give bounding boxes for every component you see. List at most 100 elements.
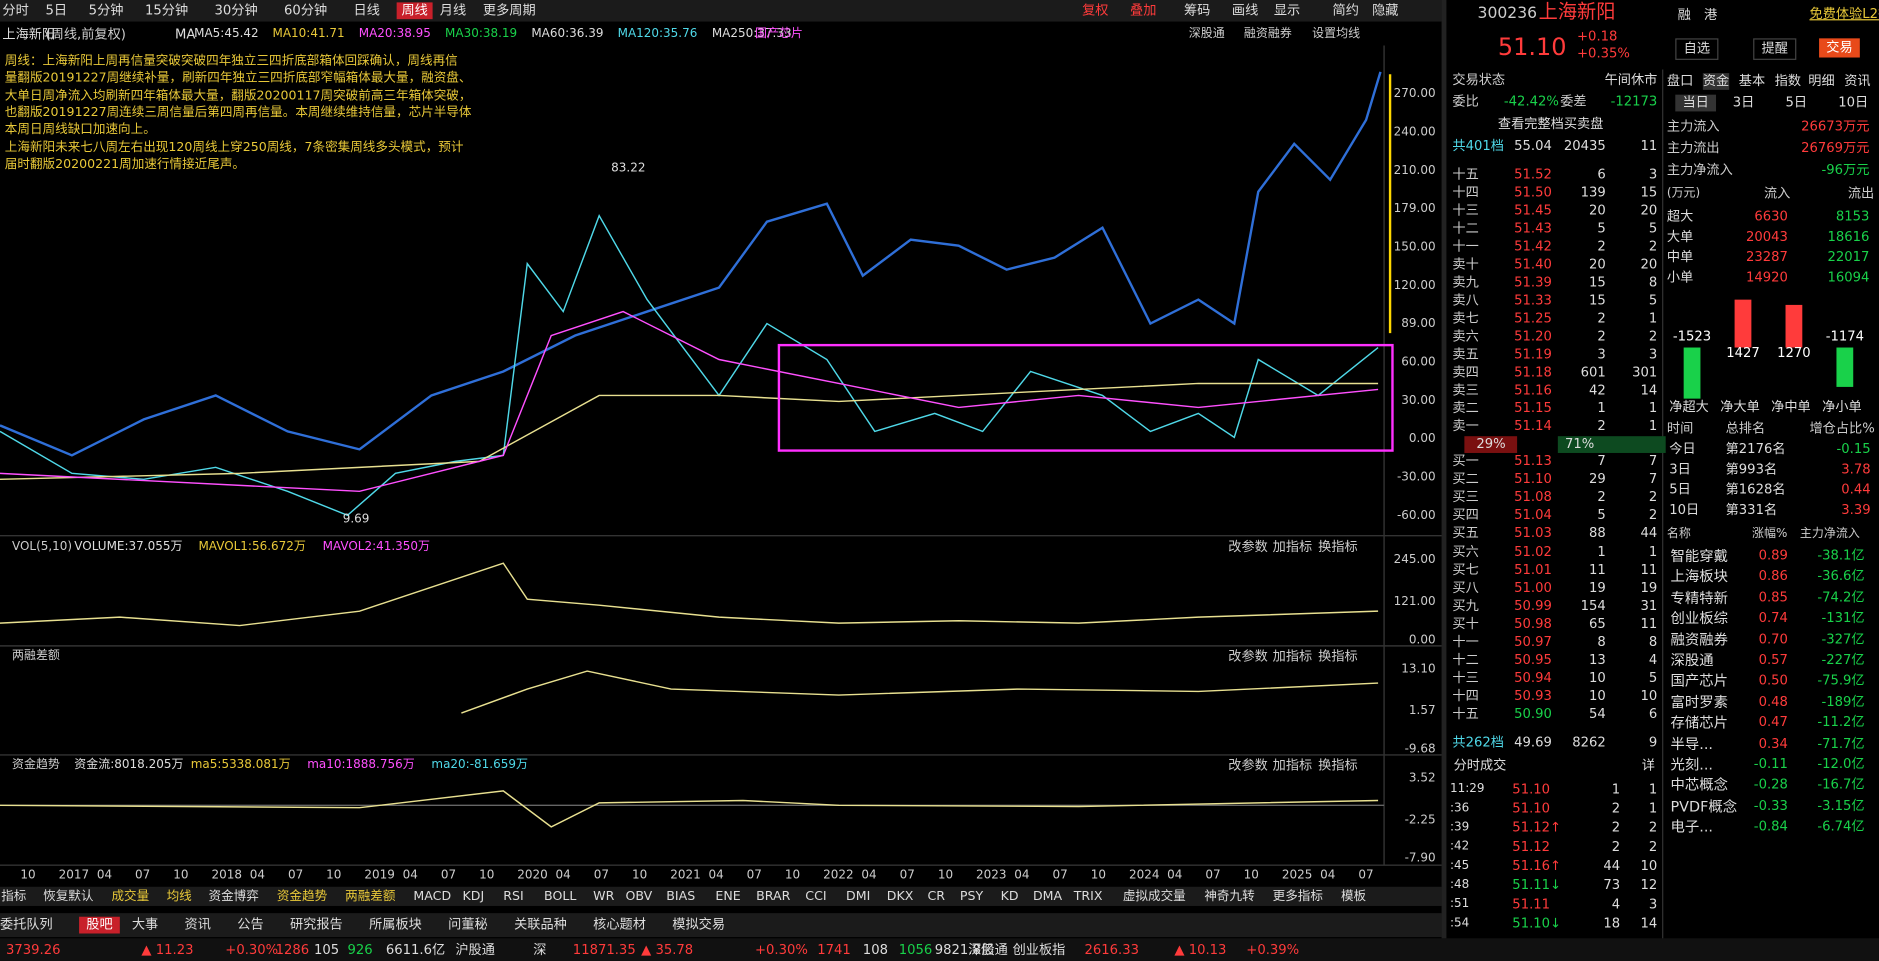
period[interactable]: 5日 xyxy=(1785,94,1808,111)
panel-button[interactable]: 改参数 xyxy=(1228,539,1268,555)
period-tab[interactable]: 5分钟 xyxy=(88,2,124,18)
indicator-tab[interactable]: CR xyxy=(927,889,946,904)
panel-button[interactable]: 改参数 xyxy=(1228,757,1268,773)
indicator-tab[interactable]: OBV xyxy=(625,889,653,904)
label: 主力净流入 xyxy=(1666,161,1733,178)
indicator-tab[interactable]: 模板 xyxy=(1340,889,1367,904)
indicator-tab[interactable]: 更多指标 xyxy=(1272,889,1323,904)
sector[interactable]: 中芯概念 xyxy=(1670,776,1729,794)
sector[interactable]: 电子... xyxy=(1670,818,1713,836)
bottom-tab[interactable]: 所属板块 xyxy=(369,916,422,933)
full-book[interactable]: 查看完整档买卖盘 xyxy=(1497,116,1604,132)
chart-tool[interactable]: 融资融券 xyxy=(1243,27,1292,41)
indicator-tab[interactable]: RSI xyxy=(503,889,524,904)
panel-button[interactable]: 改参数 xyxy=(1228,648,1268,664)
sector[interactable]: 上海板块 xyxy=(1670,568,1729,586)
period[interactable]: 当日 xyxy=(1675,94,1717,112)
bottom-tab[interactable]: 股吧 xyxy=(79,916,120,934)
bottom-tab[interactable]: 大事 xyxy=(131,916,159,933)
indicator-tab[interactable]: 两融差额 xyxy=(345,889,396,904)
tool-button[interactable]: 简约 xyxy=(1332,2,1359,18)
period-tab[interactable]: 更多周期 xyxy=(482,2,536,18)
panel-button[interactable]: 换指标 xyxy=(1318,539,1358,555)
indicator-tab[interactable]: TRIX xyxy=(1073,889,1103,904)
panel-item: MAVOL2:41.350万 xyxy=(322,540,431,554)
indicator-tab[interactable]: 神奇九转 xyxy=(1204,889,1255,904)
tool-button[interactable]: 显示 xyxy=(1273,2,1301,18)
sector[interactable]: 智能穿戴 xyxy=(1670,547,1729,565)
indicator-tab[interactable]: 资金趋势 xyxy=(276,889,328,904)
tool-button[interactable]: 隐藏 xyxy=(1372,2,1399,18)
indicator-tab[interactable]: DKX xyxy=(886,889,914,904)
sector[interactable]: PVDF概念 xyxy=(1670,797,1738,815)
bottom-tab[interactable]: 关联品种 xyxy=(514,916,567,933)
period-tab[interactable]: 30分钟 xyxy=(214,2,258,18)
indicator-tab[interactable]: KD xyxy=(1000,889,1019,904)
tool-button[interactable]: 画线 xyxy=(1231,2,1259,18)
l2-link[interactable]: 免费体验L2行情 xyxy=(1809,5,1879,22)
indicator-tab[interactable]: 资金博弈 xyxy=(208,889,259,904)
panel-button[interactable]: 换指标 xyxy=(1318,757,1358,773)
bottom-tab[interactable]: 模拟交易 xyxy=(672,916,725,933)
sector[interactable]: 富时罗素 xyxy=(1670,693,1729,711)
bottom-tab[interactable]: 委托队列 xyxy=(0,916,53,933)
sector[interactable]: 半导... xyxy=(1670,735,1713,753)
indicator-tab[interactable]: ENE xyxy=(715,889,741,904)
bottom-tab[interactable]: 问董秘 xyxy=(448,916,488,933)
indicator-tab[interactable]: 成交量 xyxy=(111,889,150,904)
period[interactable]: 10日 xyxy=(1838,94,1869,111)
period-tab[interactable]: 月线 xyxy=(439,2,467,18)
indicator-tab[interactable]: BOLL xyxy=(544,889,577,904)
sector[interactable]: 融资融券 xyxy=(1670,631,1729,648)
period-tab[interactable]: 5日 xyxy=(45,2,68,18)
tool-button[interactable]: 叠加 xyxy=(1130,2,1157,18)
indicator-tab[interactable]: 指标 xyxy=(1,889,27,904)
indicator-tab[interactable]: 恢复默认 xyxy=(43,889,94,904)
indicator-tab[interactable]: PSY xyxy=(959,889,984,904)
sector[interactable]: 创业板综 xyxy=(1670,610,1729,627)
period-tab[interactable]: 分时 xyxy=(2,2,29,18)
button[interactable]: 交易 xyxy=(1819,38,1860,58)
tab[interactable]: 盘口 xyxy=(1666,73,1694,89)
period[interactable]: 3日 xyxy=(1732,94,1755,111)
tab[interactable]: 资金 xyxy=(1702,73,1730,90)
indicator-tab[interactable]: DMI xyxy=(846,889,871,904)
sector[interactable]: 深股通 xyxy=(1670,651,1714,669)
tool-button[interactable]: 复权 xyxy=(1082,2,1109,18)
indicator-tab[interactable]: 均线 xyxy=(166,889,192,904)
sector[interactable]: 国产芯片 xyxy=(1670,672,1729,690)
indicator-tab[interactable]: BIAS xyxy=(666,889,696,904)
panel-button[interactable]: 加指标 xyxy=(1272,757,1313,773)
tool-button[interactable]: 筹码 xyxy=(1183,2,1211,18)
bottom-tab[interactable]: 公告 xyxy=(237,916,264,933)
tab[interactable]: 资讯 xyxy=(1844,73,1871,89)
tab[interactable]: 明细 xyxy=(1808,73,1835,89)
indicator-tab[interactable]: BRAR xyxy=(756,889,791,904)
bottom-tab[interactable]: 资讯 xyxy=(184,916,211,933)
indicator-tab[interactable]: 虚拟成交量 xyxy=(1122,889,1186,904)
period-tab[interactable]: 周线 xyxy=(396,2,433,20)
button[interactable]: 提醒 xyxy=(1753,38,1797,60)
period-tab[interactable]: 15分钟 xyxy=(144,2,189,18)
chart-tool[interactable]: 设置均线 xyxy=(1312,27,1361,41)
period-tab[interactable]: 60分钟 xyxy=(284,2,328,18)
tab[interactable]: 指数 xyxy=(1774,73,1802,89)
indicator-tab[interactable]: WR xyxy=(593,889,615,904)
indicator-tab[interactable]: KDJ xyxy=(462,889,485,904)
tab[interactable]: 基本 xyxy=(1738,73,1766,89)
indicator-tab[interactable]: DMA xyxy=(1032,889,1063,904)
panel-button[interactable]: 换指标 xyxy=(1318,648,1358,664)
period-tab[interactable]: 日线 xyxy=(353,2,380,18)
more[interactable]: 详 xyxy=(1641,757,1655,773)
chart-tool[interactable]: 深股通 xyxy=(1188,27,1225,41)
indicator-tab[interactable]: CCI xyxy=(805,889,827,904)
bottom-tab[interactable]: 研究报告 xyxy=(289,916,343,933)
panel-button[interactable]: 加指标 xyxy=(1272,539,1313,555)
sector[interactable]: 专精特新 xyxy=(1670,589,1729,607)
panel-button[interactable]: 加指标 xyxy=(1272,648,1313,664)
sector[interactable]: 光刻... xyxy=(1670,756,1713,773)
sector[interactable]: 存储芯片 xyxy=(1670,714,1729,732)
indicator-tab[interactable]: MACD xyxy=(413,889,452,904)
button[interactable]: 自选 xyxy=(1675,38,1719,60)
bottom-tab[interactable]: 核心题材 xyxy=(593,916,646,933)
